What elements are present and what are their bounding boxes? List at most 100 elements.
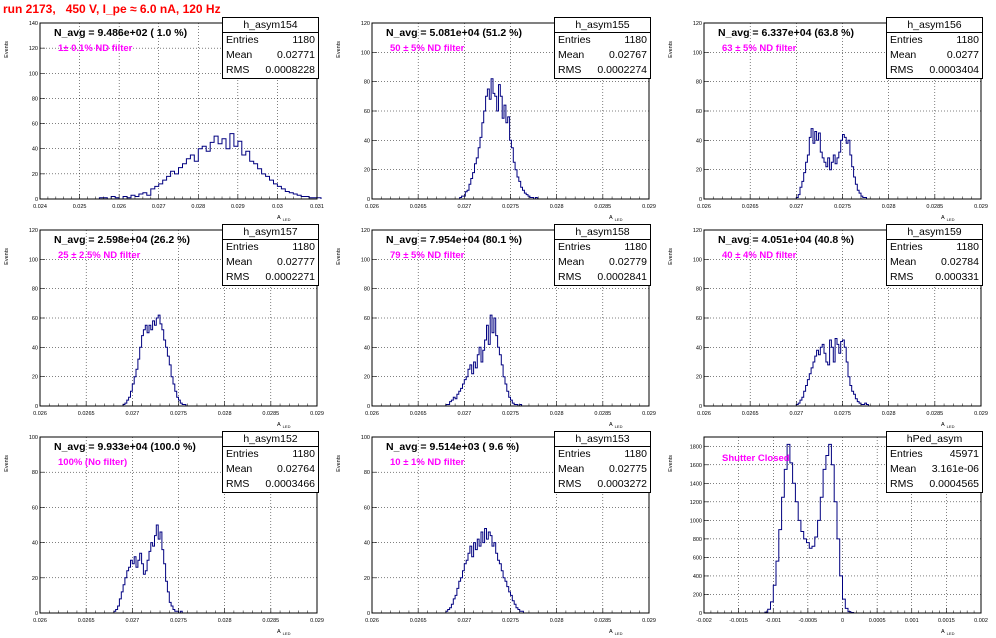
x-axis-title: A LED [941,422,955,429]
stats-box: h_asym153 Entries 1180 Mean 0.02775 RMS 0.0003… [554,431,651,493]
x-tick-label: 0.0275 [502,411,519,417]
stats-entries-value: 1180 [292,34,315,46]
stats-box: h_asym156 Entries 1180 Mean 0.0277 RMS 0.00034… [886,17,983,79]
stats-rms-value: 0.0003272 [597,478,647,490]
stats-mean-label: Mean [226,49,253,61]
x-tick-label: 0.0265 [78,618,95,624]
x-tick-label: 0.026 [365,411,379,417]
stats-entries-label: Entries [558,448,591,460]
x-tick-label: 0.0275 [834,411,851,417]
stats-mean-label: Mean [226,463,253,475]
y-tick-label: 40 [32,541,38,547]
stats-row-entries: Entries 1180 [887,33,982,48]
hist-name: h_asym158 [555,225,650,240]
stats-rms-value: 0.0003404 [929,64,979,76]
histogram-series [113,524,183,614]
stats-box: hPed_asym Entries 45971 Mean 3.161e-06 RMS 0.0… [886,431,983,493]
y-tick-label: 20 [696,375,702,381]
stats-row-mean: Mean 0.02764 [223,462,318,477]
y-tick-label: 0 [367,611,370,617]
stats-entries-label: Entries [558,34,591,46]
stats-row-entries: Entries 1180 [555,447,650,462]
stats-box: h_asym152 Entries 1180 Mean 0.02764 RMS 0.0003… [222,431,319,493]
x-tick-label: 0.026 [365,204,379,210]
stats-entries-value: 1180 [956,34,979,46]
filter-label: 50 ± 5% ND filter [390,43,465,54]
navg-label: N_avg = 9.514e+03 ( 9.6 %) [386,441,520,453]
stats-row-mean: Mean 0.02771 [223,48,318,63]
y-tick-label: 100 [29,435,38,441]
y-tick-label: 60 [364,505,370,511]
histogram-panel-h_asym155: 0.026 0.0265 0.027 0.0275 0.028 0.0285 0.029 0 2… [332,17,664,224]
y-tick-label: 120 [361,21,370,27]
stats-row-entries: Entries 1180 [223,33,318,48]
stats-mean-label: Mean [558,49,585,61]
histogram-panel-h_asym158: 0.026 0.0265 0.027 0.0275 0.028 0.0285 0.029 0 2… [332,224,664,431]
stats-mean-label: Mean [558,256,585,268]
navg-label: N_avg = 5.081e+04 (51.2 %) [386,27,523,39]
stats-entries-label: Entries [226,34,259,46]
y-tick-label: 20 [364,576,370,582]
stats-entries-value: 1180 [624,34,647,46]
histogram-panel-h_asym156: 0.026 0.0265 0.027 0.0275 0.028 0.0285 0.029 0 2… [664,17,996,224]
y-tick-label: 120 [361,228,370,234]
x-axis-title: A LED [277,215,291,222]
stats-row-rms: RMS 0.0002271 [223,270,318,285]
filter-label: Shutter Closed [722,453,790,464]
histogram-plot: 0.024 0.025 0.026 0.027 0.028 0.029 0.03 0.031 0… [4,21,324,222]
y-tick-label: 80 [364,80,370,86]
y-tick-label: 80 [32,96,38,102]
y-tick-label: 100 [361,435,370,441]
stats-entries-label: Entries [558,241,591,253]
x-tick-label: 0.0285 [926,411,943,417]
x-tick-label: -0.0005 [799,618,818,624]
stats-row-rms: RMS 0.0002841 [555,270,650,285]
filter-label: 63 ± 5% ND filter [722,43,797,54]
y-tick-label: 120 [29,46,38,52]
x-tick-label: 0.028 [550,411,564,417]
stats-row-mean: Mean 0.02779 [555,255,650,270]
stats-row-mean: Mean 0.02784 [887,255,982,270]
filter-label: 1± 0.1% ND filter [58,43,133,54]
stats-rms-value: 0.0002271 [265,271,315,283]
hist-name: h_asym155 [555,18,650,33]
plot-frame [39,22,318,200]
y-tick-label: 40 [364,541,370,547]
y-tick-label: 120 [693,21,702,27]
y-tick-label: 60 [32,316,38,322]
stats-rms-label: RMS [558,64,582,76]
y-tick-label: 80 [364,287,370,293]
x-tick-label: 0.0285 [262,618,279,624]
stats-mean-value: 0.02777 [277,256,315,268]
x-tick-label: 0.0275 [834,204,851,210]
x-axis-title: A LED [941,215,955,222]
y-tick-label: 60 [32,122,38,128]
stats-rms-value: 0.000331 [935,271,979,283]
stats-row-rms: RMS 0.0003404 [887,63,982,78]
run-title: run 2173, 450 V, I_pe ≈ 6.0 nA, 120 Hz [3,2,221,16]
filter-label: 25 ± 2.5% ND filter [58,250,141,261]
x-tick-label: 0.028 [882,204,896,210]
stats-row-entries: Entries 1180 [223,240,318,255]
navg-label: N_avg = 4.051e+04 (40.8 %) [718,234,855,246]
stats-rms-label: RMS [558,478,582,490]
y-tick-label: 20 [364,168,370,174]
stats-rms-value: 0.0002841 [597,271,647,283]
x-axis-title: A LED [277,629,291,636]
y-tick-label: 100 [361,257,370,263]
stats-entries-value: 1180 [292,241,315,253]
stats-row-rms: RMS 0.0003272 [555,477,650,492]
histogram-series [795,338,869,406]
x-tick-label: 0.027 [789,411,803,417]
y-tick-label: 0 [699,611,702,617]
stats-entries-label: Entries [226,241,259,253]
y-tick-label: 60 [32,505,38,511]
navg-label: N_avg = 9.933e+04 (100.0 %) [54,441,196,453]
y-tick-label: 80 [32,287,38,293]
stats-row-mean: Mean 3.161e-06 [887,462,982,477]
x-tick-label: 0.028 [191,204,205,210]
y-axis-title: Events [336,248,342,265]
x-tick-label: 0.028 [218,411,232,417]
stats-entries-value: 1180 [624,241,647,253]
y-tick-label: 40 [32,345,38,351]
